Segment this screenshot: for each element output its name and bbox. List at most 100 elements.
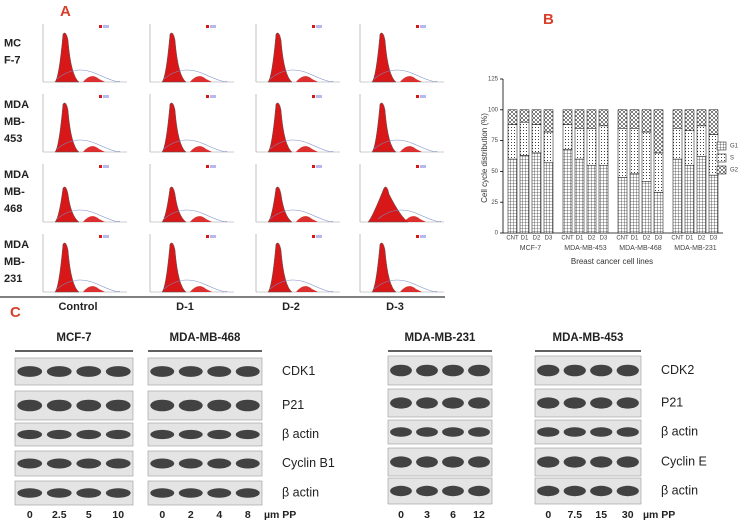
legend-label: G2: [730, 168, 739, 174]
panel-label: C: [10, 304, 21, 321]
blot-band: [563, 485, 586, 497]
marker-label: β actin: [282, 427, 319, 441]
blot-band: [17, 458, 43, 469]
marker-label: β actin: [661, 424, 698, 438]
blot-band: [416, 456, 438, 468]
blot-band: [207, 429, 232, 440]
y-tick-label: 75: [491, 138, 498, 144]
hist-peak: [54, 242, 80, 293]
hist-legend: [416, 165, 419, 168]
blot-band: [537, 427, 560, 437]
blot-membrane: [147, 422, 263, 447]
group-label: MCF-7: [520, 245, 541, 252]
x-tick-label: D2: [643, 236, 651, 242]
blot-band: [235, 458, 260, 469]
hist-fit: [163, 139, 228, 152]
hist-legend: [99, 165, 102, 168]
hist-legend: [210, 95, 216, 98]
blot-band: [616, 364, 639, 377]
x-tick-label: D1: [631, 236, 639, 242]
hist-bump: [404, 216, 426, 222]
hist-peak: [367, 186, 409, 223]
blot-band: [105, 488, 131, 498]
bar-segment: [696, 156, 707, 234]
dose-label: 5: [86, 509, 92, 521]
dose-label: 30: [622, 509, 634, 521]
bar-segment: [629, 173, 640, 234]
dose-label: 2: [188, 509, 194, 521]
blot-band: [235, 488, 260, 498]
blot-band: [150, 429, 175, 440]
hist-legend: [210, 25, 216, 28]
blot-band: [563, 397, 586, 409]
hist-fit: [373, 69, 438, 82]
blot-band: [235, 429, 260, 440]
x-tick-label: D3: [545, 236, 553, 242]
hist-legend: [420, 165, 426, 168]
hist-legend: [316, 95, 322, 98]
blot-band: [468, 456, 490, 468]
x-tick-label: CNT: [671, 236, 684, 242]
hist-peak: [371, 242, 397, 293]
panel-label: B: [543, 11, 554, 28]
hist-legend: [103, 95, 109, 98]
blot-band: [590, 427, 613, 437]
blot-title: MDA-MB-231: [405, 332, 477, 344]
blot-band: [390, 485, 412, 497]
hist-legend: [312, 25, 315, 28]
x-tick-label: CNT: [506, 236, 519, 242]
x-tick-label: D1: [576, 236, 584, 242]
hist-peak: [54, 186, 80, 223]
dose-label: 0: [27, 509, 33, 521]
bar-segment: [641, 131, 652, 182]
hist-fit: [163, 279, 228, 292]
hist-bump: [296, 286, 318, 292]
bar-segment: [598, 164, 609, 234]
hist-legend: [206, 165, 209, 168]
hist-fit: [56, 139, 121, 152]
hist-fit: [56, 279, 121, 292]
marker-label: β actin: [282, 485, 319, 499]
hist-legend: [99, 235, 102, 238]
marker-label: P21: [661, 395, 683, 409]
blot-band: [150, 366, 175, 377]
legend-label: G1: [730, 144, 739, 150]
hist-legend: [103, 165, 109, 168]
hist-fit: [56, 209, 121, 222]
column-label: D-2: [282, 301, 300, 313]
blot-band: [537, 485, 560, 497]
blot-band: [207, 366, 232, 377]
blot-band: [46, 429, 72, 440]
x-axis-title: Breast cancer cell lines: [571, 257, 653, 266]
bar-segment: [684, 109, 695, 131]
bar-segment: [708, 109, 719, 135]
bar-segment: [629, 128, 640, 175]
marker-label: β actin: [661, 483, 698, 497]
unit-label: µm PP: [643, 509, 675, 521]
hist-legend: [206, 95, 209, 98]
hist-fit: [269, 209, 334, 222]
blot-band: [590, 485, 613, 497]
blot-band: [468, 485, 490, 497]
blot-band: [17, 488, 43, 498]
bar-segment: [543, 131, 554, 164]
bar-segment: [708, 174, 719, 234]
bar-segment: [543, 109, 554, 133]
hist-bump: [83, 216, 105, 222]
blot-band: [590, 456, 613, 468]
column-label: D-3: [386, 301, 404, 313]
blot-band: [442, 485, 464, 497]
x-tick-label: CNT: [561, 236, 574, 242]
blot-band: [590, 397, 613, 409]
hist-peak: [54, 32, 80, 83]
blot-band: [563, 427, 586, 437]
bar-segment: [598, 125, 609, 166]
blot-band: [442, 364, 464, 377]
y-axis-title: Cell cycle distribution (%): [480, 113, 489, 203]
blot-band: [390, 364, 412, 377]
marker-label: CDK2: [661, 363, 694, 377]
hist-legend: [420, 25, 426, 28]
bar-segment: [519, 109, 530, 123]
blot-band: [390, 427, 412, 437]
